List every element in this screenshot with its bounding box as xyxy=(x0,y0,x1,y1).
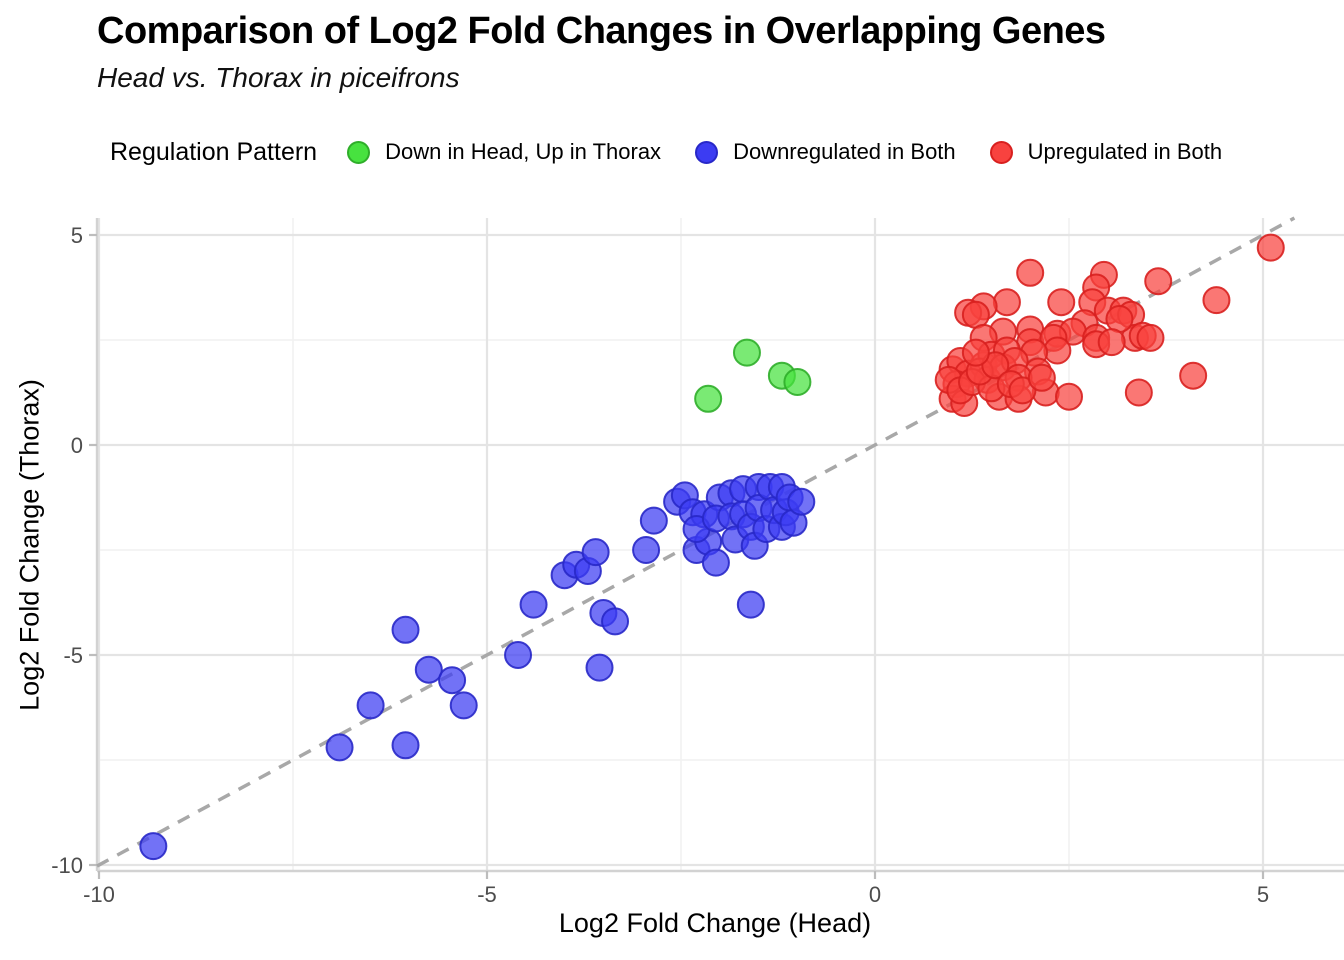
x-tick-label: -5 xyxy=(477,882,497,907)
scatter-point xyxy=(1043,336,1072,365)
scatter-point xyxy=(601,607,630,636)
scatter-point xyxy=(1008,376,1037,405)
scatter-point xyxy=(783,368,812,396)
legend-item-down-head-up-thorax: Down in Head, Up in Thorax xyxy=(347,139,661,165)
legend-item-downregulated-both: Downregulated in Both xyxy=(695,139,956,165)
scatter-point xyxy=(1202,286,1231,315)
scatter-point xyxy=(1055,382,1083,411)
scatter-point xyxy=(581,538,610,567)
scatter-point xyxy=(1027,363,1056,392)
scatter-point xyxy=(1124,378,1153,407)
red-dot-icon xyxy=(989,140,1013,164)
legend-item-label: Downregulated in Both xyxy=(733,139,956,164)
chart-subtitle: Head vs. Thorax in piceifrons xyxy=(97,62,460,93)
scatter-point xyxy=(325,733,354,762)
scatter-point xyxy=(504,641,533,669)
scatter-point xyxy=(449,691,478,720)
y-tick-label: 0 xyxy=(71,433,83,458)
scatter-point xyxy=(961,338,990,367)
scatter-point xyxy=(1105,305,1134,333)
scatter-point xyxy=(438,666,467,695)
legend-item-upregulated-both: Upregulated in Both xyxy=(989,139,1223,165)
scatter-point xyxy=(1016,258,1045,287)
scatter-point xyxy=(414,655,443,684)
scatter-point xyxy=(694,384,723,413)
scatter-point xyxy=(585,653,614,682)
scatter-point xyxy=(732,338,761,367)
legend-item-label: Upregulated in Both xyxy=(1027,139,1223,164)
x-tick-label: 5 xyxy=(1257,882,1269,907)
scatter-point xyxy=(961,300,990,329)
legend-title: Regulation Pattern xyxy=(110,137,318,166)
blue-dot-icon xyxy=(695,140,719,164)
x-tick-label: -10 xyxy=(83,882,115,907)
scatter-point xyxy=(1144,267,1173,296)
legend: Regulation Pattern Down in Head, Up in T… xyxy=(110,134,1256,170)
scatter-point xyxy=(1179,361,1208,390)
x-axis-title: Log2 Fold Change (Head) xyxy=(558,908,872,938)
scatter-point xyxy=(981,351,1010,380)
scatter-point xyxy=(1097,328,1126,357)
scatter-point xyxy=(701,548,730,577)
scatter-point xyxy=(1256,233,1285,262)
scatter-point xyxy=(736,590,765,619)
scatter-point xyxy=(639,506,668,535)
scatter-point xyxy=(1136,323,1165,352)
green-dot-icon xyxy=(347,140,371,164)
chart-title: Comparison of Log2 Fold Changes in Overl… xyxy=(97,10,1106,52)
scatter-point xyxy=(139,832,168,861)
y-tick-label: -10 xyxy=(51,853,83,878)
x-tick-label: 0 xyxy=(869,882,881,907)
scatter-point xyxy=(356,691,385,720)
scatter-point xyxy=(632,536,661,564)
scatter-point xyxy=(391,615,420,644)
scatter-point xyxy=(787,487,816,516)
scatter-point xyxy=(1047,288,1076,317)
legend-item-label: Down in Head, Up in Thorax xyxy=(385,139,662,164)
scatter-point xyxy=(391,731,420,760)
y-axis-title: Log2 Fold Change (Thorax) xyxy=(14,379,45,711)
y-tick-label: 5 xyxy=(71,223,83,248)
y-tick-label: -5 xyxy=(63,643,83,668)
scatter-point xyxy=(519,590,548,619)
scatter-point xyxy=(992,288,1021,317)
